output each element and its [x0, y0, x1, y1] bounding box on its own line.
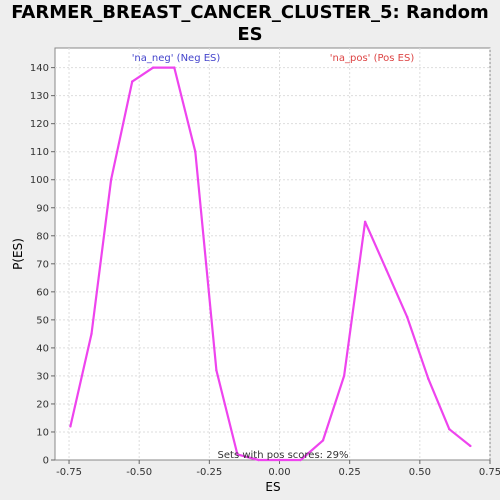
x-tick-label: 0.75: [479, 467, 500, 478]
y-tick-label: 100: [30, 175, 49, 186]
x-axis-title: ES: [265, 480, 280, 494]
data-point: [299, 458, 302, 462]
plot-area: [54, 47, 491, 461]
pos-annotation: 'na_pos' (Pos ES): [330, 53, 415, 64]
data-point: [321, 439, 325, 442]
y-axis-title: P(ES): [11, 238, 25, 270]
data-point: [173, 66, 176, 69]
y-tick-label: 20: [36, 399, 49, 410]
data-point: [278, 458, 281, 462]
data-point: [194, 150, 197, 153]
data-point: [342, 374, 346, 378]
gridlines: [55, 48, 491, 460]
data-point: [236, 453, 239, 456]
data-point: [469, 444, 472, 448]
x-tick-label: -0.50: [126, 467, 152, 478]
y-axis: 0 10 20 30 40 50 60 70 80 90 100 110 120 130 140: [30, 63, 55, 467]
y-tick-label: 130: [30, 91, 49, 102]
y-tick-label: 110: [30, 147, 49, 158]
x-tick-label: -0.75: [56, 467, 82, 478]
data-point: [363, 220, 367, 223]
data-point: [109, 178, 113, 181]
chart-title-line-1: FARMER_BREAST_CANCER_CLUSTER_5: Random E…: [11, 2, 489, 45]
y-tick-label: 70: [36, 259, 49, 270]
neg-annotation: 'na_neg' (Neg ES): [132, 53, 221, 64]
data-point: [215, 369, 218, 372]
data-point: [448, 427, 451, 431]
y-tick-label: 80: [36, 231, 49, 242]
y-tick-label: 90: [36, 203, 49, 214]
data-point: [257, 458, 260, 462]
data-point: [384, 268, 388, 271]
y-tick-label: 120: [30, 119, 49, 130]
x-axis: -0.75 -0.50 -0.25 0.00 0.25 0.50 0.75: [56, 460, 500, 478]
data-points: [69, 66, 472, 462]
data-point: [406, 315, 409, 319]
y-tick-label: 10: [36, 427, 49, 438]
x-tick-label: 0.00: [268, 467, 290, 478]
data-point: [427, 377, 430, 380]
x-tick-label: 0.50: [409, 467, 431, 478]
footer-annotation: Sets with pos scores: 29%: [218, 450, 349, 461]
y-tick-label: 0: [43, 456, 49, 467]
x-tick-label: 0.25: [339, 467, 361, 478]
y-tick-label: 60: [36, 287, 49, 298]
data-point: [152, 66, 155, 69]
data-point: [130, 80, 134, 83]
y-tick-label: 30: [36, 371, 49, 382]
y-tick-label: 40: [36, 343, 49, 354]
data-point: [69, 425, 72, 428]
y-tick-label: 50: [36, 315, 49, 326]
y-tick-label: 140: [30, 63, 49, 74]
series-line: [69, 66, 472, 462]
data-point: [90, 332, 93, 336]
x-tick-label: -0.25: [196, 467, 222, 478]
